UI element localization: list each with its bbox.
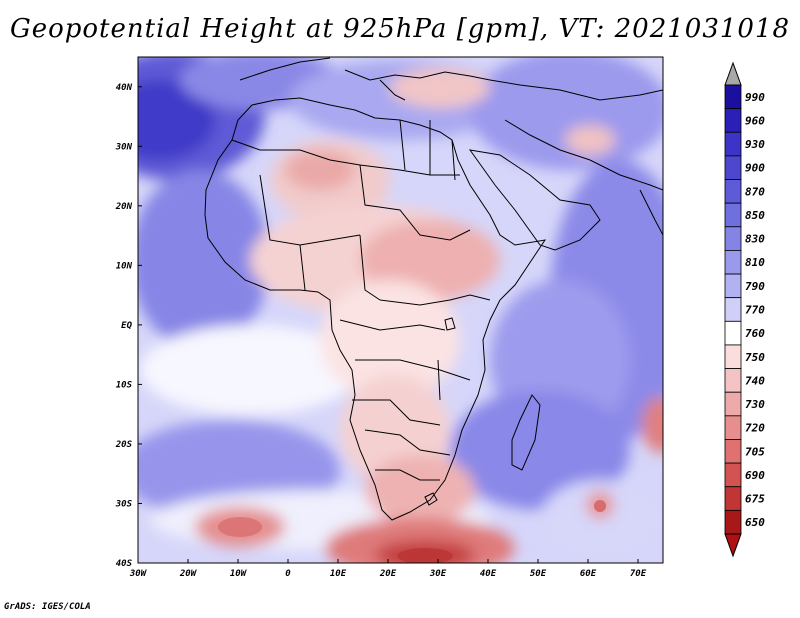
lon-tick-label: 30W — [129, 569, 148, 579]
colorbar-swatch — [724, 179, 742, 204]
colorbar-label: 705 — [745, 445, 765, 458]
colorbar-label: 900 — [745, 162, 765, 175]
colorbar-label: 760 — [745, 327, 765, 340]
map-title: Geopotential Height at 925hPa [gpm], VT:… — [9, 14, 791, 44]
colorbar-swatch — [724, 320, 742, 346]
colorbar-label: 730 — [745, 398, 765, 411]
colorbar-swatch — [724, 131, 742, 157]
colorbar-label: 770 — [745, 304, 765, 317]
lat-tick-label: EQ — [121, 321, 132, 331]
colorbar-swatch — [724, 226, 742, 251]
colorbar: 990 960 930 900 870 850 830 810 790 770 760 750 740 7… — [724, 61, 765, 558]
colorbar-label: 990 — [745, 91, 765, 104]
lat-tick-label: 10N — [116, 261, 133, 271]
lon-tick-label: 60E — [580, 569, 597, 579]
colorbar-label: 960 — [745, 114, 765, 127]
colorbar-swatch — [724, 415, 742, 440]
colorbar-swatch — [724, 273, 742, 299]
colorbar-swatch — [724, 155, 742, 180]
colorbar-label: 830 — [745, 233, 765, 246]
colorbar-label: 930 — [745, 138, 765, 151]
lat-tick-label: 10S — [116, 380, 133, 390]
colorbar-label: 850 — [745, 209, 765, 222]
colorbar-swatch — [724, 250, 742, 275]
colorbar-swatch — [724, 297, 742, 322]
axis-labels: 30W 20W 10W 0 10E 20E 30E 40E 50E 60E 70E 40N 30N 20N… — [115, 83, 647, 579]
lat-tick-label: 30N — [115, 142, 133, 152]
colorbar-label: 675 — [745, 493, 765, 506]
lat-tick-label: 40S — [116, 559, 133, 569]
coastlines — [204, 57, 663, 521]
credit-label: GrADS: IGES/COLA — [4, 602, 91, 612]
lat-tick-label: 40N — [116, 83, 133, 93]
colorbar-label: 650 — [745, 516, 765, 529]
lon-tick-label: 50E — [530, 569, 547, 579]
map-frame — [137, 56, 664, 564]
lon-tick-label: 70E — [630, 569, 647, 579]
colorbar-swatch — [724, 108, 742, 133]
colorbar-swatch — [724, 368, 742, 393]
lon-tick-label: 10E — [330, 569, 347, 579]
colorbar-swatch — [724, 84, 742, 110]
colorbar-swatch — [724, 391, 742, 417]
colorbar-label: 720 — [745, 422, 765, 435]
colorbar-top-arrow — [724, 61, 742, 86]
colorbar-label: 790 — [745, 280, 765, 293]
colorbar-swatch — [724, 344, 742, 369]
lon-tick-label: 40E — [480, 569, 497, 579]
lon-tick-label: 20W — [179, 569, 198, 579]
colorbar-swatch — [724, 509, 742, 535]
colorbar-swatch — [724, 462, 742, 488]
height-field — [138, 57, 663, 563]
colorbar-swatch — [724, 439, 742, 464]
lon-tick-label: 0 — [285, 569, 291, 579]
colorbar-swatch — [724, 202, 742, 228]
colorbar-label: 750 — [745, 351, 765, 364]
lon-tick-label: 20E — [379, 569, 397, 579]
colorbar-label: 810 — [745, 256, 765, 269]
lat-tick-label: 20S — [115, 440, 133, 450]
lon-tick-label: 30E — [429, 569, 447, 579]
colorbar-label: 740 — [745, 374, 765, 387]
colorbar-swatch — [724, 486, 742, 511]
lat-tick-label: 20N — [115, 202, 133, 212]
colorbar-bottom-arrow — [724, 533, 742, 558]
lat-tick-label: 30S — [115, 499, 133, 509]
colorbar-label: 870 — [745, 185, 765, 198]
colorbar-label: 690 — [745, 469, 765, 482]
lon-tick-label: 10W — [230, 569, 248, 579]
